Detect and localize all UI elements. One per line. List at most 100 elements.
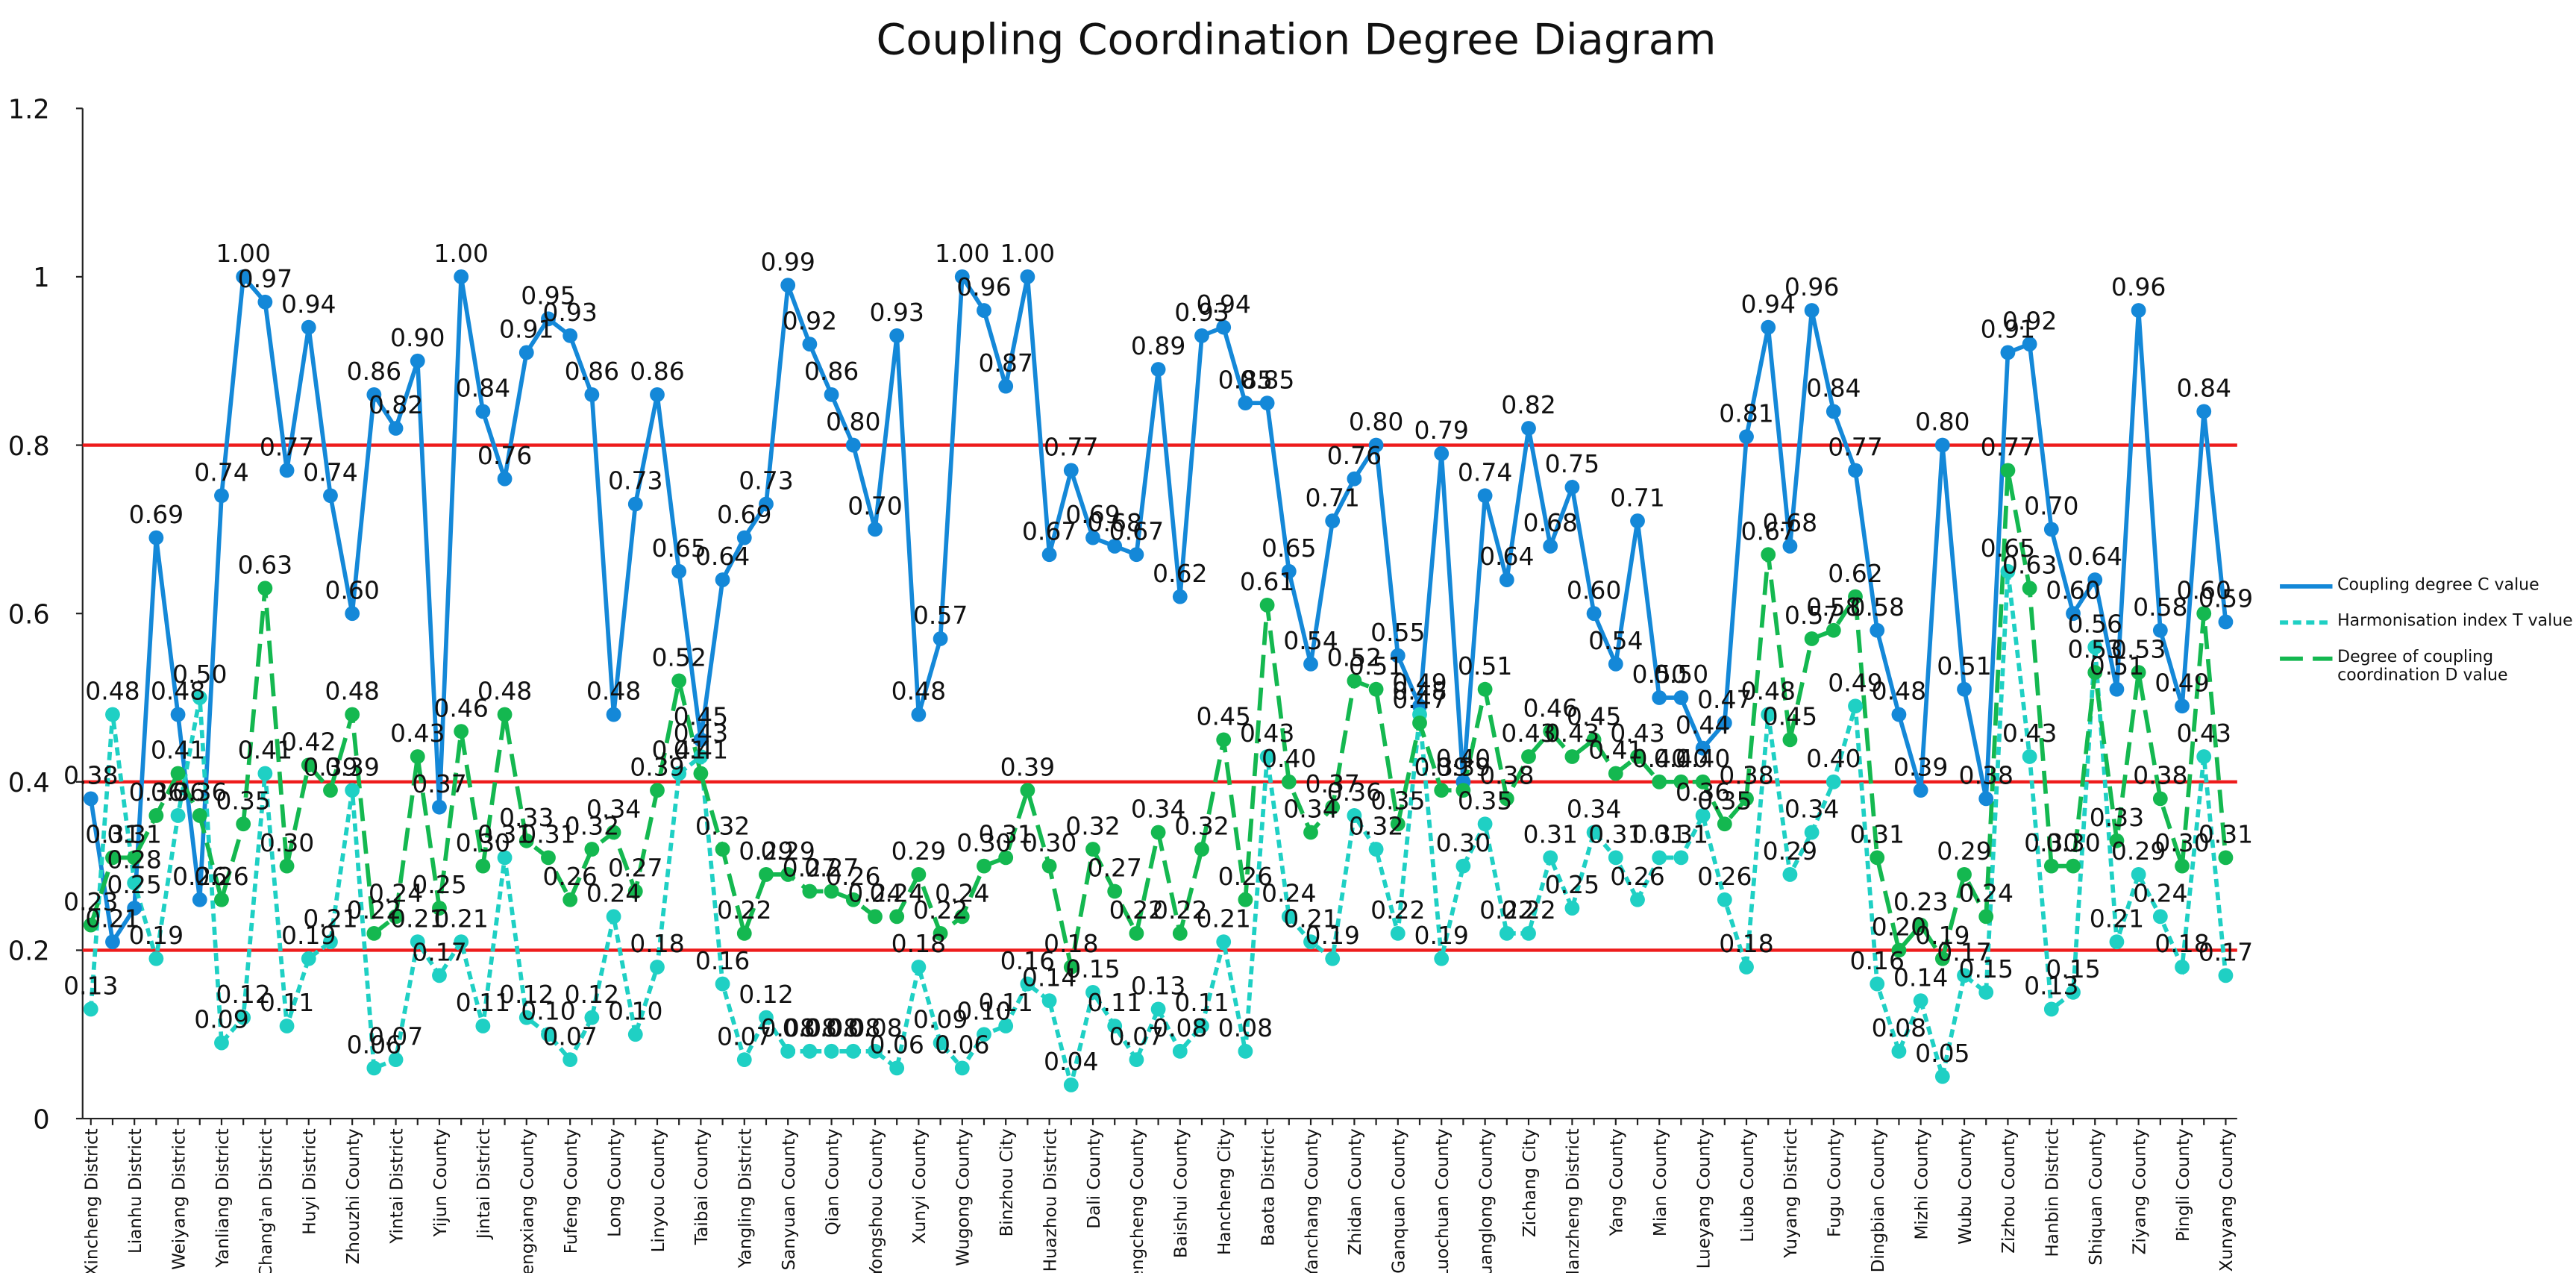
data-point — [1564, 480, 1580, 495]
data-label: 0.38 — [1479, 761, 1534, 790]
data-point — [1608, 850, 1623, 866]
data-label: 0.08 — [760, 1013, 815, 1042]
x-tick-label: Luochuan County — [1433, 1128, 1452, 1273]
data-label: 0.22 — [717, 895, 771, 925]
data-label: 0.54 — [1283, 626, 1338, 655]
data-point — [954, 1060, 970, 1076]
data-point — [1761, 547, 1776, 563]
data-point — [845, 437, 861, 453]
data-point — [214, 1035, 229, 1051]
data-label: 0.31 — [477, 820, 532, 849]
data-label: 0.99 — [760, 247, 815, 276]
data-label: 0.22 — [1370, 895, 1425, 925]
data-label: 0.22 — [1501, 895, 1555, 925]
data-point — [2109, 681, 2125, 697]
data-label: 0.74 — [194, 457, 248, 487]
data-label: 1.00 — [935, 239, 989, 268]
data-point — [671, 766, 687, 781]
data-point — [1957, 867, 1972, 882]
data-label: 0.31 — [1632, 820, 1686, 849]
data-point — [562, 892, 578, 907]
data-point — [1608, 766, 1623, 781]
data-label: 0.14 — [1893, 963, 1948, 992]
data-label: 0.24 — [1262, 879, 1316, 908]
data-point — [1521, 749, 1536, 764]
data-label: 0.38 — [2133, 761, 2187, 790]
data-point — [1216, 319, 1232, 335]
data-label: 0.90 — [390, 323, 445, 352]
data-label: 0.39 — [325, 752, 379, 781]
data-label: 0.87 — [978, 348, 1032, 378]
data-label: 0.69 — [1065, 500, 1120, 529]
data-label: 0.18 — [630, 929, 684, 958]
data-label: 0.40 — [1436, 744, 1491, 773]
data-point — [1368, 681, 1384, 697]
data-point — [83, 917, 98, 933]
data-label: 0.85 — [1218, 365, 1273, 394]
data-label: 0.14 — [1022, 963, 1077, 992]
data-label: 0.48 — [1872, 677, 1926, 706]
data-point — [366, 387, 382, 402]
data-point — [2131, 303, 2146, 318]
data-label: 0.13 — [63, 972, 118, 1001]
x-tick-label: Chang'an District — [257, 1128, 276, 1273]
data-point — [1826, 404, 1841, 419]
data-point — [2218, 614, 2234, 630]
data-label: 0.41 — [238, 736, 292, 765]
data-label: 0.58 — [1806, 592, 1861, 622]
x-tick-label: Yangling District — [736, 1128, 756, 1269]
data-point — [1172, 925, 1188, 941]
data-label: 0.45 — [1567, 702, 1621, 731]
data-point — [1129, 925, 1144, 941]
data-point — [1761, 319, 1776, 335]
data-point — [148, 808, 164, 823]
data-point — [1717, 892, 1732, 907]
data-label: 0.43 — [674, 719, 728, 748]
data-point — [279, 463, 295, 478]
data-label: 1.00 — [433, 239, 488, 268]
data-label: 0.50 — [1632, 660, 1686, 689]
data-label: 0.61 — [1240, 567, 1294, 596]
data-label: 0.48 — [151, 677, 205, 706]
data-label: 0.86 — [565, 357, 619, 386]
data-point — [432, 968, 447, 983]
data-label: 0.57 — [1784, 601, 1839, 630]
data-label: 0.48 — [891, 677, 946, 706]
data-point — [845, 1043, 861, 1059]
data-point — [410, 353, 425, 369]
data-label: 0.48 — [1392, 677, 1447, 706]
x-tick-label: Mizhi County — [1912, 1128, 1931, 1239]
data-point — [214, 892, 229, 907]
data-label: 0.48 — [325, 677, 379, 706]
data-label: 0.26 — [1697, 862, 1752, 891]
data-point — [541, 311, 556, 327]
data-point — [1194, 328, 1209, 343]
x-tick-label: Zichang City — [1520, 1128, 1540, 1237]
data-label: 0.31 — [978, 820, 1032, 849]
data-point — [1586, 606, 1602, 622]
data-label: 0.48 — [85, 677, 140, 706]
data-label: 0.40 — [1632, 744, 1686, 773]
data-label: 0.34 — [1784, 795, 1839, 824]
data-label: 0.18 — [891, 929, 946, 958]
data-point — [650, 783, 665, 798]
data-point — [1020, 269, 1035, 284]
data-point — [1150, 1001, 1166, 1017]
data-point — [889, 328, 905, 343]
x-tick-label: Pingli County — [2174, 1128, 2193, 1242]
data-point — [1390, 648, 1405, 663]
data-label: 0.30 — [260, 828, 314, 857]
data-label: 0.21 — [85, 904, 140, 933]
data-point — [236, 1010, 251, 1025]
data-label: 0.36 — [1676, 778, 1730, 807]
x-tick-label: Hanbin District — [2043, 1128, 2063, 1257]
data-point — [1150, 825, 1166, 840]
data-label: 0.11 — [978, 988, 1032, 1017]
data-label: 0.84 — [456, 374, 510, 403]
data-point — [366, 925, 382, 941]
data-label: 0.06 — [935, 1030, 989, 1060]
data-label: 0.22 — [1479, 895, 1534, 925]
data-point — [1564, 749, 1580, 764]
data-point — [410, 934, 425, 950]
data-point — [562, 1052, 578, 1068]
